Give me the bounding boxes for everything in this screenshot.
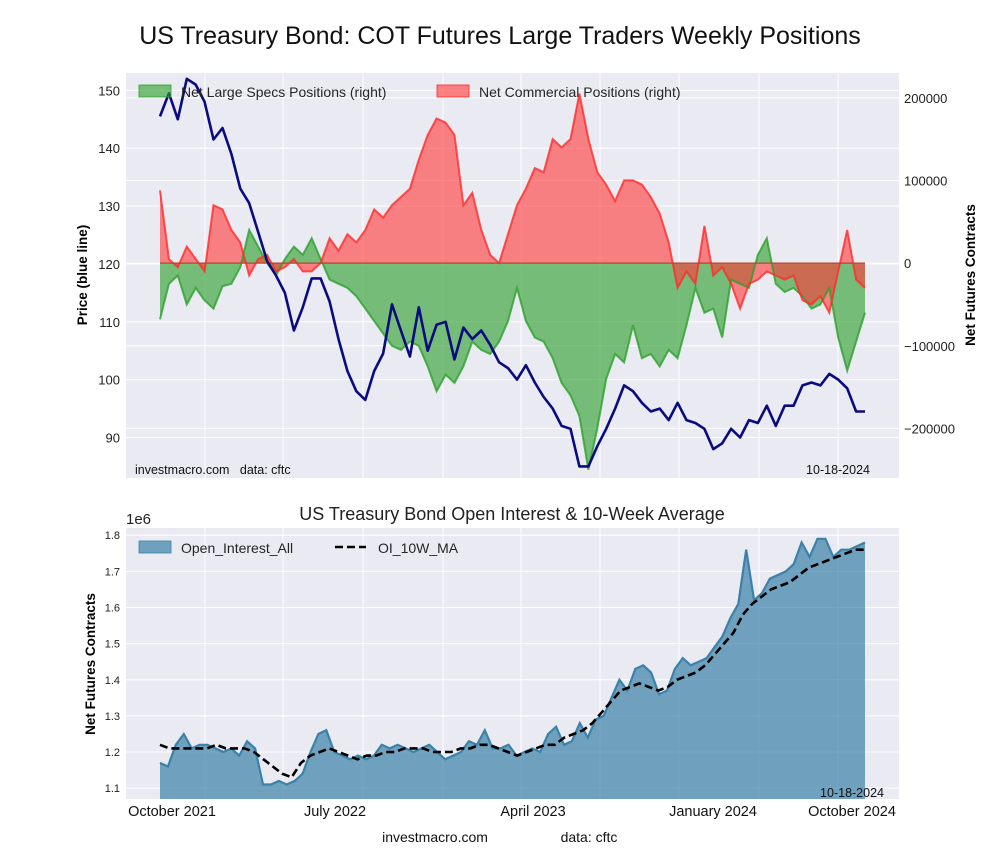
open-interest-axis-ticks: 1.8 1.7 1.6 1.5 1.4 1.3 1.2 1.1 [105, 530, 120, 795]
legend-swatch-large-specs [139, 85, 171, 97]
open-interest-axis-label: Net Futures Contracts [83, 593, 98, 735]
price-tick-label: 120 [98, 257, 120, 272]
open-interest-tick-label: 1.3 [105, 711, 120, 723]
legend-label-commercial: Net Commercial Positions (right) [479, 84, 681, 100]
date-annotation-top: 10-18-2024 [806, 463, 870, 477]
open-interest-tick-label: 1.7 [105, 566, 120, 578]
date-tick-label: April 2023 [500, 804, 565, 820]
date-axis-ticks: October 2021 July 2022 April 2023 January 2… [128, 804, 896, 820]
date-tick-label: October 2021 [128, 804, 216, 820]
open-interest-tick-label: 1.1 [105, 783, 120, 795]
chart-canvas: 150 140 130 120 110 100 90 200000 100000 0 −10000… [0, 0, 1000, 860]
price-axis-label: Price (blue line) [75, 225, 90, 326]
open-interest-tick-label: 1.2 [105, 747, 120, 759]
date-tick-label: October 2024 [808, 804, 896, 820]
open-interest-tick-label: 1.4 [105, 675, 120, 687]
net-contracts-tick-label: 100000 [904, 173, 947, 188]
price-tick-label: 100 [98, 373, 120, 388]
price-tick-label: 110 [99, 315, 120, 330]
date-annotation-bottom: 10-18-2024 [820, 786, 884, 800]
date-tick-label: July 2022 [304, 804, 366, 820]
price-tick-label: 130 [98, 199, 120, 214]
footer-source: data: cftc [561, 829, 618, 845]
net-contracts-tick-label: −200000 [904, 421, 955, 436]
legend-swatch-commercial [437, 85, 469, 97]
net-contracts-tick-label: 200000 [904, 91, 947, 106]
open-interest-title: US Treasury Bond Open Interest & 10-Week… [299, 504, 725, 524]
legend-swatch-open-interest [139, 541, 171, 553]
open-interest-tick-label: 1.6 [105, 602, 120, 614]
open-interest-tick-label: 1.8 [105, 530, 120, 542]
net-contracts-tick-label: −100000 [904, 339, 955, 354]
net-contracts-axis-label: Net Futures Contracts [963, 204, 978, 346]
price-axis-ticks: 150 140 130 120 110 100 90 [98, 83, 120, 445]
net-contracts-tick-label: 0 [904, 256, 911, 271]
legend-label-large-specs: Net Large Specs Positions (right) [181, 84, 386, 100]
price-tick-label: 150 [98, 83, 120, 98]
source-annotation: investmacro.com data: cftc [135, 463, 291, 477]
price-tick-label: 140 [98, 141, 120, 156]
open-interest-tick-label: 1.5 [105, 639, 120, 651]
price-tick-label: 90 [106, 431, 120, 446]
net-contracts-axis-ticks: 200000 100000 0 −100000 −200000 [904, 91, 955, 437]
positions-panel: 150 140 130 120 110 100 90 200000 100000 0 −10000… [75, 73, 978, 478]
open-interest-panel: US Treasury Bond Open Interest & 10-Week… [83, 504, 899, 820]
legend-label-open-interest: Open_Interest_All [181, 540, 293, 556]
scale-label: 1e6 [126, 511, 151, 528]
footer-site: investmacro.com [382, 829, 488, 845]
legend-label-moving-average: OI_10W_MA [378, 540, 459, 556]
date-tick-label: January 2024 [669, 804, 757, 820]
